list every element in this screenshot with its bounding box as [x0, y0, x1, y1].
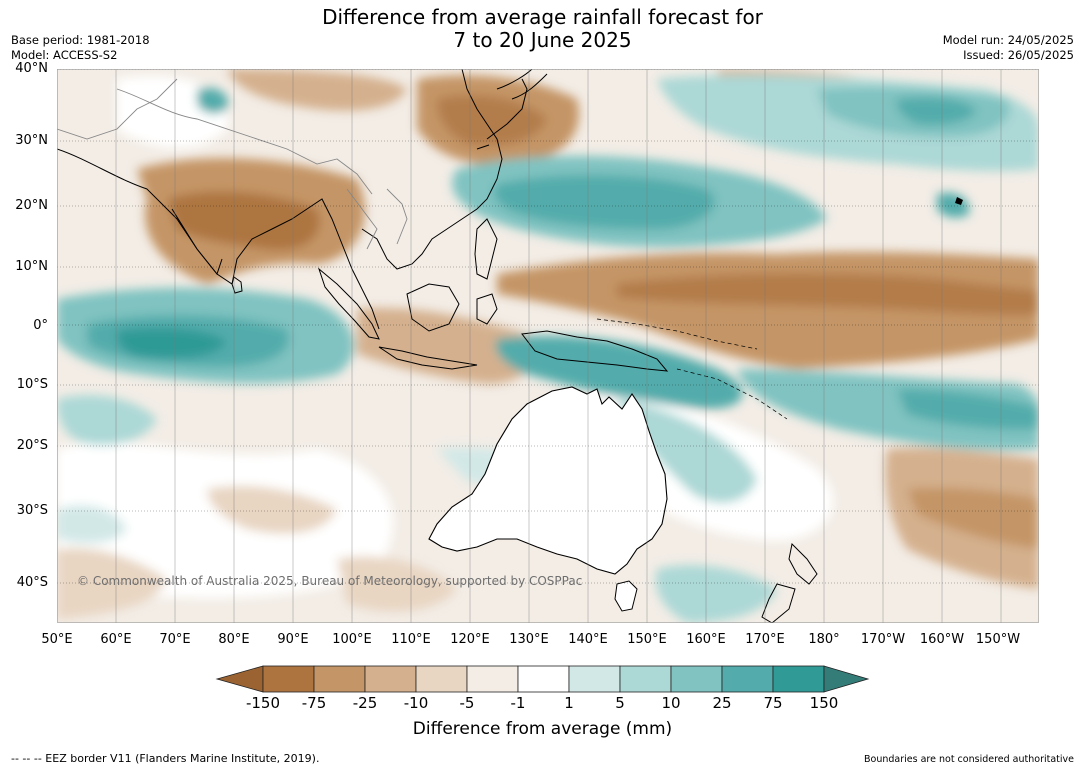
colorbar-swatch — [313, 665, 366, 693]
colorbar-tick: 5 — [615, 694, 625, 712]
lon-label: 160°W — [919, 632, 965, 647]
colorbar-tick: 10 — [661, 694, 681, 712]
lon-label: 110°E — [391, 632, 431, 647]
map-title-line1: Difference from average rainfall forecas… — [322, 5, 763, 29]
lat-label: 20°N — [15, 198, 48, 213]
lat-label: 40°N — [15, 61, 48, 76]
colorbar-swatch — [415, 665, 468, 693]
colorbar-tick: -1 — [510, 694, 526, 712]
boundaries-disclaimer: Boundaries are not considered authoritat… — [864, 754, 1074, 765]
map-title-line2: 7 to 20 June 2025 — [453, 28, 632, 52]
rainfall-anomaly-map — [57, 69, 1039, 623]
lon-label: 80°E — [218, 632, 250, 647]
lon-label: 170°E — [745, 632, 785, 647]
lon-label: 50°E — [41, 632, 73, 647]
lon-label: 140°E — [568, 632, 608, 647]
colorbar-tick: -75 — [301, 694, 327, 712]
colorbar-tick: -5 — [459, 694, 475, 712]
lon-label: 60°E — [100, 632, 132, 647]
model-name: Model: ACCESS-S2 — [11, 48, 118, 62]
lon-label: 120°E — [450, 632, 490, 647]
lon-label: 170°W — [860, 632, 906, 647]
lon-label: 100°E — [332, 632, 372, 647]
lon-label: 180° — [808, 632, 840, 647]
colorbar-tick: 150 — [809, 694, 839, 712]
lat-label: 30°S — [16, 503, 48, 518]
colorbar-swatch — [721, 665, 774, 693]
lon-label: 70°E — [159, 632, 191, 647]
colorbar-swatch — [568, 665, 621, 693]
model-run: Model run: 24/05/2025 — [942, 33, 1074, 47]
lon-label: 150°W — [975, 632, 1021, 647]
issued-date: Issued: 26/05/2025 — [963, 48, 1074, 62]
colorbar-tick: 1 — [564, 694, 574, 712]
eez-footnote: -- -- -- EEZ border V11 (Flanders Marine… — [11, 752, 320, 765]
colorbar-swatch — [466, 665, 519, 693]
colorbar-swatch — [619, 665, 672, 693]
lat-label: 20°S — [16, 438, 48, 453]
colorbar-tick: -150 — [245, 694, 281, 712]
lon-label: 150°E — [627, 632, 667, 647]
lat-label: 40°S — [16, 575, 48, 590]
colorbar-swatch — [670, 665, 723, 693]
colorbar-tick: -25 — [352, 694, 378, 712]
colorbar-swatch — [215, 665, 264, 693]
colorbar — [215, 665, 870, 693]
lon-label: 90°E — [277, 632, 309, 647]
lat-label: 10°S — [16, 377, 48, 392]
colorbar-swatch — [364, 665, 417, 693]
colorbar-swatch — [517, 665, 570, 693]
lat-label: 30°N — [15, 133, 48, 148]
colorbar-tick: 25 — [712, 694, 732, 712]
copyright-notice: © Commonwealth of Australia 2025, Bureau… — [77, 574, 583, 588]
lon-label: 130°E — [509, 632, 549, 647]
colorbar-tick: -10 — [403, 694, 429, 712]
base-period: Base period: 1981-2018 — [11, 33, 150, 47]
colorbar-swatch — [823, 665, 870, 693]
lon-label: 160°E — [686, 632, 726, 647]
lat-label: 10°N — [15, 259, 48, 274]
colorbar-swatch — [262, 665, 315, 693]
colorbar-title: Difference from average (mm) — [412, 719, 673, 739]
colorbar-swatch — [772, 665, 825, 693]
colorbar-tick: 75 — [763, 694, 783, 712]
lat-label: 0° — [33, 318, 48, 333]
